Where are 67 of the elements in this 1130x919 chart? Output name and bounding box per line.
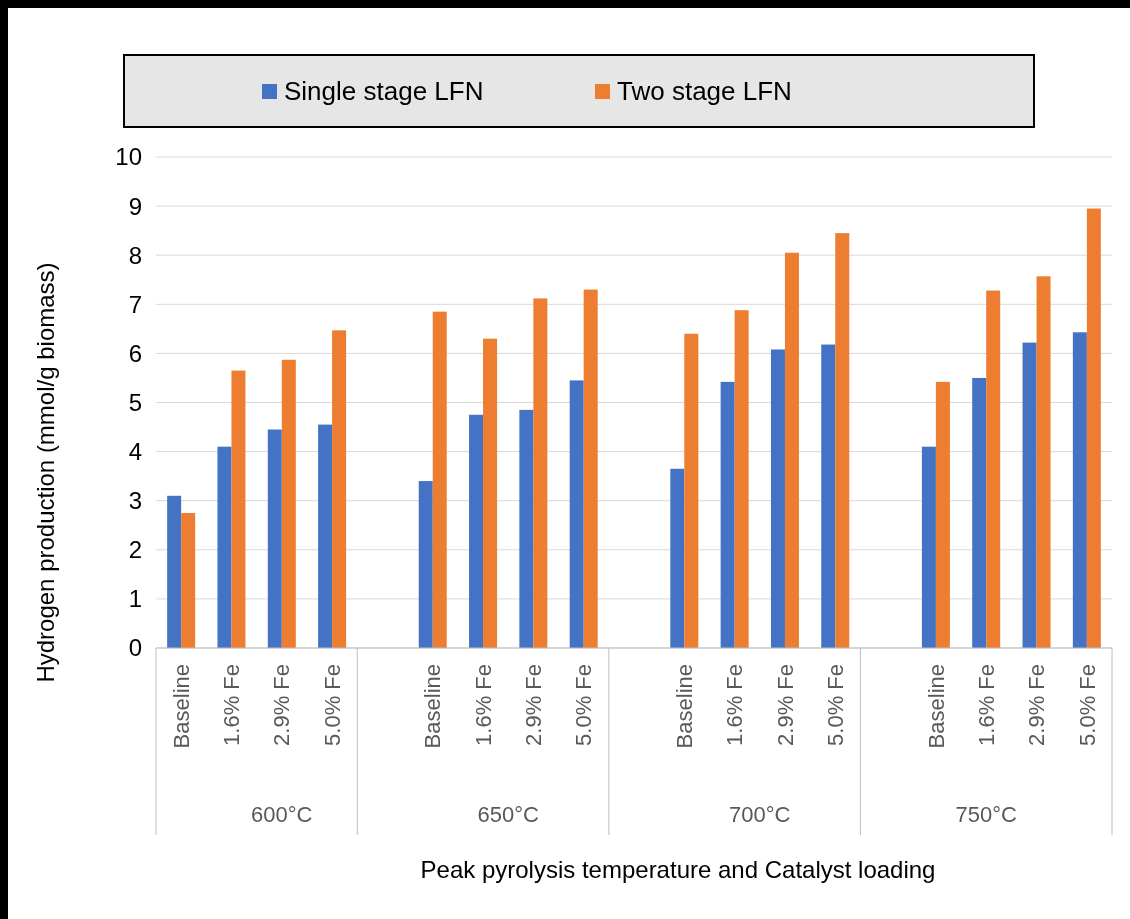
bar bbox=[734, 310, 749, 648]
text: 750°C bbox=[955, 802, 1018, 827]
bar bbox=[972, 377, 987, 648]
x-tick-label: 5.0% Fe bbox=[571, 664, 597, 746]
bar bbox=[1036, 276, 1051, 648]
bar bbox=[469, 414, 484, 648]
y-axis-title: Hydrogen production (mmol/g biomass) bbox=[32, 262, 59, 683]
x-tick-label: Baseline bbox=[672, 664, 698, 749]
x-tick-label: 1.6% Fe bbox=[470, 664, 496, 746]
bar bbox=[770, 349, 785, 648]
bar bbox=[986, 290, 1001, 648]
legend-label: Two stage LFN bbox=[617, 76, 792, 107]
bar bbox=[1072, 332, 1087, 648]
x-tick-label: 2.9% Fe bbox=[1024, 664, 1050, 746]
bar bbox=[332, 330, 347, 648]
x-tick-label: 5.0% Fe bbox=[822, 664, 848, 746]
bar bbox=[835, 233, 850, 648]
text: 600°C bbox=[251, 802, 313, 827]
y-tick-label: 8 bbox=[128, 241, 142, 269]
y-tick-label: 6 bbox=[128, 339, 142, 367]
x-tick-label: 2.9% Fe bbox=[521, 664, 547, 746]
bar bbox=[318, 424, 333, 648]
y-tick-label: 0 bbox=[128, 634, 142, 662]
x-tick-label: 2.9% Fe bbox=[269, 664, 295, 746]
bar bbox=[432, 311, 447, 648]
bar bbox=[583, 289, 598, 648]
bar bbox=[281, 359, 296, 648]
y-tick-label: 1 bbox=[128, 585, 142, 613]
y-tick-label: 4 bbox=[128, 438, 142, 465]
x-tick-label: Baseline bbox=[420, 664, 446, 749]
bar bbox=[821, 344, 836, 648]
bar bbox=[1022, 342, 1037, 648]
bar bbox=[167, 495, 182, 648]
x-tick-label: 5.0% Fe bbox=[319, 664, 345, 746]
bar bbox=[483, 338, 498, 648]
x-tick-label: 1.6% Fe bbox=[973, 664, 999, 746]
bar bbox=[1086, 208, 1101, 648]
bar bbox=[519, 409, 534, 648]
bar bbox=[217, 446, 232, 648]
bar bbox=[720, 381, 735, 648]
bar bbox=[670, 468, 685, 648]
y-tick-label: 10 bbox=[115, 143, 142, 171]
bar bbox=[181, 512, 196, 648]
y-tick-label: 9 bbox=[128, 192, 142, 220]
bar bbox=[935, 381, 950, 648]
x-tick-label: Baseline bbox=[923, 664, 949, 749]
x-tick-label: 5.0% Fe bbox=[1074, 664, 1100, 746]
text: 700°C bbox=[729, 802, 791, 827]
y-tick-label: 2 bbox=[128, 536, 142, 564]
x-tick-label: 1.6% Fe bbox=[219, 664, 245, 746]
x-axis-title: Peak pyrolysis temperature and Catalyst loading bbox=[420, 856, 936, 883]
legend-label: Single stage LFN bbox=[284, 76, 484, 107]
bar bbox=[784, 252, 799, 648]
bar bbox=[921, 446, 936, 648]
y-tick-label: 3 bbox=[128, 487, 142, 515]
y-tick-label: 7 bbox=[128, 290, 142, 318]
bar bbox=[684, 333, 699, 648]
bar bbox=[569, 380, 584, 648]
x-tick-label: 1.6% Fe bbox=[722, 664, 748, 746]
x-tick-label: Baseline bbox=[168, 664, 194, 749]
x-tick-label: 2.9% Fe bbox=[772, 664, 798, 746]
bar bbox=[533, 298, 548, 648]
bar bbox=[231, 370, 246, 648]
y-tick-label: 5 bbox=[128, 388, 142, 416]
bar bbox=[267, 429, 282, 648]
bar bbox=[418, 481, 433, 648]
text: 650°C bbox=[477, 802, 540, 827]
